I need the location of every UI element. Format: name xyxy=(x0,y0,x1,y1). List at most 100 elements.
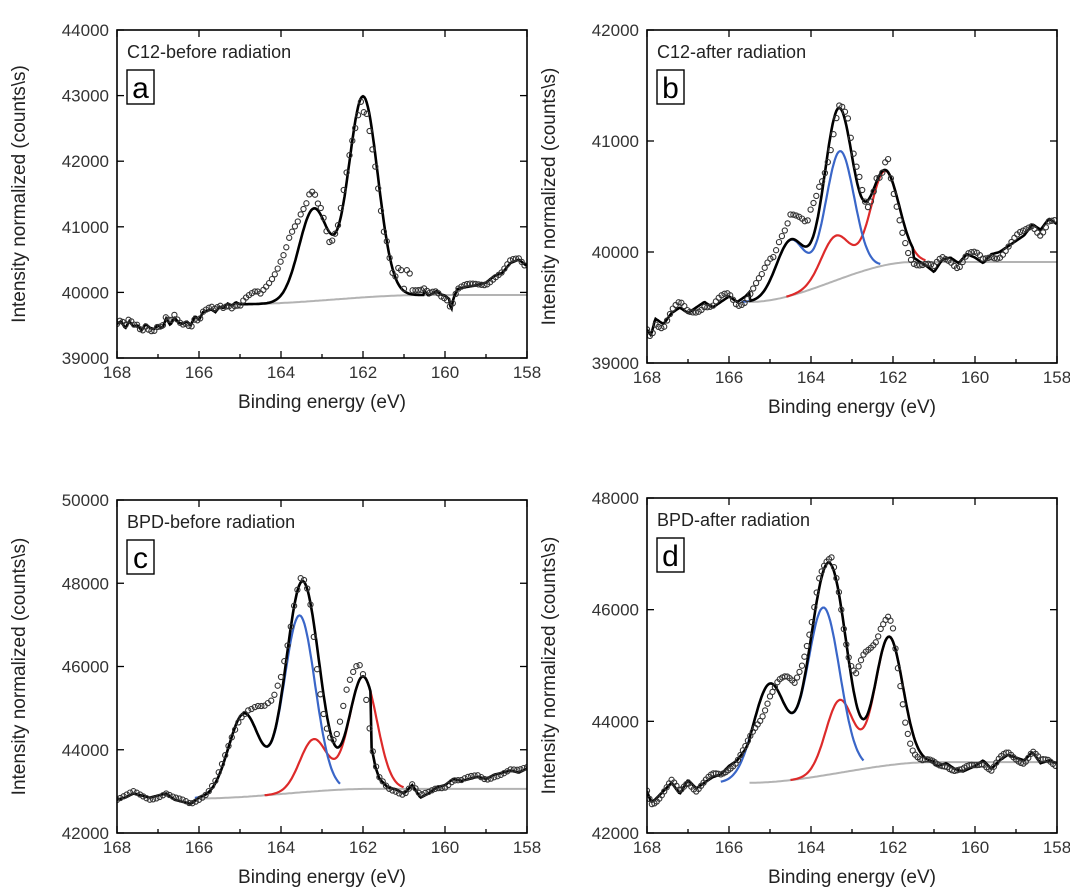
y-axis-label: Intensity normalized (counts\s) xyxy=(9,65,30,323)
y-tick-label: 42000 xyxy=(592,824,639,843)
data-point xyxy=(179,321,187,328)
data-point xyxy=(148,327,155,335)
data-point xyxy=(208,782,216,790)
data-point xyxy=(744,737,752,744)
data-point xyxy=(813,192,820,200)
data-point xyxy=(875,633,882,640)
data-point xyxy=(123,791,130,798)
data-point xyxy=(1025,224,1032,231)
data-point xyxy=(781,227,788,234)
x-tick-label: 160 xyxy=(431,363,459,382)
data-point xyxy=(297,211,304,218)
data-point xyxy=(712,298,720,305)
data-point xyxy=(991,255,998,262)
data-point xyxy=(363,110,370,118)
data-point xyxy=(742,742,749,750)
data-point xyxy=(283,244,290,251)
data-point xyxy=(353,663,360,670)
data-point xyxy=(787,211,794,218)
data-point xyxy=(793,674,801,681)
data-point xyxy=(704,304,711,311)
data-point xyxy=(899,701,906,708)
data-point xyxy=(507,257,514,264)
data-point xyxy=(897,682,904,690)
data-point xyxy=(801,218,808,225)
data-point xyxy=(844,115,852,122)
data-point xyxy=(241,710,249,718)
data-point xyxy=(864,203,872,211)
panel-title: C12-before radiation xyxy=(127,42,291,62)
data-point xyxy=(238,714,245,721)
plot-frame xyxy=(646,497,1058,834)
data-point xyxy=(501,265,508,272)
x-tick-label: 168 xyxy=(633,368,661,387)
data-point xyxy=(959,258,966,266)
data-point xyxy=(149,796,157,803)
fit-envelope-line xyxy=(117,94,527,333)
data-point xyxy=(449,300,456,307)
data-point xyxy=(925,260,932,267)
y-tick-label: 42000 xyxy=(62,824,109,843)
panel-title: BPD-before radiation xyxy=(127,512,295,532)
data-point xyxy=(228,734,235,741)
data-point xyxy=(438,784,445,792)
data-point xyxy=(317,691,324,698)
data-point xyxy=(435,784,442,792)
data-point xyxy=(425,788,432,796)
y-tick-label: 42000 xyxy=(62,152,109,171)
data-point xyxy=(343,169,350,176)
data-point xyxy=(979,255,986,262)
data-point xyxy=(346,152,353,159)
y-tick-label: 48000 xyxy=(592,489,639,508)
data-point xyxy=(801,653,808,660)
data-point xyxy=(146,796,153,803)
x-axis-label: Binding energy (eV) xyxy=(238,392,406,413)
data-point xyxy=(172,794,180,801)
data-point xyxy=(288,228,296,235)
data-point xyxy=(1048,217,1055,224)
data-point xyxy=(494,773,501,780)
data-point xyxy=(993,255,1001,262)
data-point xyxy=(744,295,751,303)
data-point xyxy=(838,606,845,613)
data-point xyxy=(784,220,791,227)
data-point xyxy=(675,786,683,794)
data-point xyxy=(772,247,780,254)
data-point xyxy=(375,185,382,192)
data-point xyxy=(847,134,854,141)
data-point xyxy=(163,790,170,797)
data-point xyxy=(919,261,926,269)
data-point xyxy=(1005,243,1012,250)
data-point xyxy=(850,150,857,157)
data-point xyxy=(902,719,909,726)
data-point xyxy=(268,697,275,704)
data-point xyxy=(818,568,825,575)
data-point xyxy=(778,232,786,240)
panel-letter-box xyxy=(656,537,685,573)
data-point xyxy=(281,658,288,665)
fit-envelope-line xyxy=(647,106,1057,338)
x-tick-label: 160 xyxy=(431,838,459,857)
data-point xyxy=(845,654,852,661)
data-point xyxy=(647,795,653,803)
data-point xyxy=(747,290,754,298)
data-point xyxy=(978,761,985,768)
data-point xyxy=(317,204,324,212)
data-point xyxy=(734,756,742,764)
data-point xyxy=(154,323,161,331)
data-point xyxy=(159,321,167,329)
data-point xyxy=(510,766,518,773)
data-point xyxy=(286,234,293,241)
data-point xyxy=(821,169,829,177)
x-tick-label: 166 xyxy=(185,363,213,382)
data-point xyxy=(168,316,175,324)
data-point xyxy=(840,625,847,633)
data-point xyxy=(892,645,899,652)
data-point xyxy=(395,790,403,797)
data-point xyxy=(380,228,388,235)
data-point xyxy=(313,666,321,673)
data-point xyxy=(790,211,797,218)
data-point xyxy=(392,788,399,795)
data-point xyxy=(448,778,455,786)
data-point xyxy=(222,303,230,310)
